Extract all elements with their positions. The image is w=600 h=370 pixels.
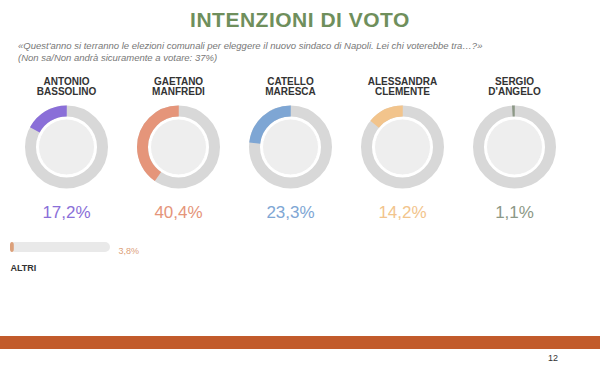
svg-text:23,3%: 23,3%: [266, 203, 314, 222]
svg-text:3,8%: 3,8%: [119, 246, 140, 256]
svg-text:SERGIOD'ANGELO: SERGIOD'ANGELO: [488, 76, 541, 97]
svg-text:1,1%: 1,1%: [495, 203, 534, 222]
html-text:«Quest'anno si terranno le ele: «Quest'anno si terranno le elezioni comu…: [18, 40, 483, 51]
svg-text:ALTRI: ALTRI: [11, 263, 37, 273]
svg-text:ALESSANDRACLEMENTE: ALESSANDRACLEMENTE: [368, 76, 437, 97]
svg-text:40,4%: 40,4%: [154, 203, 202, 222]
html-text:12: 12: [548, 353, 558, 363]
svg-text:14,2%: 14,2%: [378, 203, 426, 222]
svg-text:ANTONIOBASSOLINO: ANTONIOBASSOLINO: [37, 76, 97, 97]
svg-text:GAETANOMANFREDI: GAETANOMANFREDI: [152, 76, 205, 97]
svg-text:17,2%: 17,2%: [42, 203, 90, 222]
html-text:INTENZIONI DI VOTO: INTENZIONI DI VOTO: [190, 8, 410, 31]
svg-text:CATELLOMARESCA: CATELLOMARESCA: [265, 76, 316, 97]
html-text:(Non sa/Non andrà sicuramente: (Non sa/Non andrà sicuramente a votare: …: [18, 52, 218, 63]
